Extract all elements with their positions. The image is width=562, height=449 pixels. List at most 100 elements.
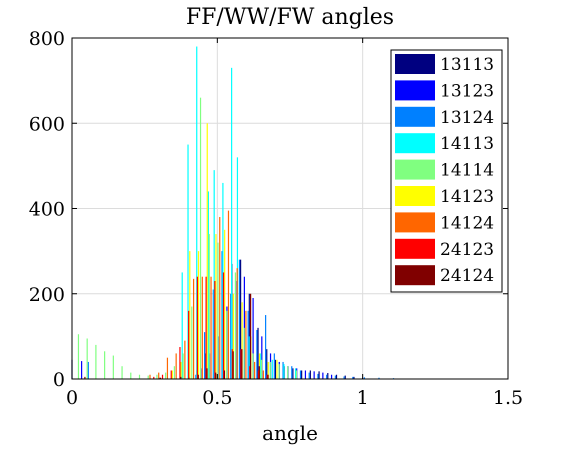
histogram-bar-14114 xyxy=(226,310,228,379)
histogram-bar-14124 xyxy=(227,210,230,379)
histogram-bar-14114 xyxy=(121,366,123,379)
histogram-bar-14114 xyxy=(243,327,245,379)
histogram-bar-13124 xyxy=(230,293,232,379)
histogram-bar-14113 xyxy=(231,67,233,380)
histogram-bar-14114 xyxy=(278,364,280,379)
histogram-bar-24124 xyxy=(258,366,260,379)
histogram-bar-24123 xyxy=(170,370,172,379)
histogram-bar-24124 xyxy=(249,293,252,379)
histogram-bar-24123 xyxy=(240,349,242,379)
legend-swatch xyxy=(395,54,435,74)
histogram-bar-14114 xyxy=(252,353,254,379)
histogram-bar-14114 xyxy=(199,97,202,380)
histogram-bar-14123 xyxy=(276,359,278,379)
histogram-bar-13124 xyxy=(212,289,214,379)
histogram-bar-14123 xyxy=(180,361,182,379)
histogram-bar-14124 xyxy=(192,278,195,379)
histogram-bar-24123 xyxy=(153,376,155,379)
legend-swatch xyxy=(395,133,435,154)
histogram-bar-13113 xyxy=(257,327,259,379)
histogram-bar-14113 xyxy=(271,359,273,379)
histogram-bar-14113 xyxy=(196,46,198,380)
histogram-bar-14124 xyxy=(245,310,247,379)
histogram-bar-14114 xyxy=(182,353,184,379)
histogram-bar-24124 xyxy=(223,370,226,379)
histogram-bar-14114 xyxy=(95,344,97,379)
x-tick-label: 1 xyxy=(357,387,369,409)
histogram-bar-13113 xyxy=(309,370,311,379)
histogram-bar-14113 xyxy=(187,144,189,379)
histogram-bar-13113 xyxy=(335,374,338,379)
chart-legend: 13113 13123 13124 14113 14114 14123 14124 24123… xyxy=(390,49,503,293)
histogram-bar-13124 xyxy=(247,310,249,379)
legend-swatch xyxy=(395,238,435,259)
histogram-bar-14114 xyxy=(234,272,237,379)
histogram-bar-24123 xyxy=(196,276,198,379)
y-tick-label: 800 xyxy=(29,28,65,50)
histogram-bar-14123 xyxy=(241,302,243,379)
histogram-bar-14114 xyxy=(191,306,193,379)
histogram-bar-14114 xyxy=(217,242,219,379)
histogram-bar-24123 xyxy=(161,374,164,379)
histogram-bar-13123 xyxy=(304,370,307,379)
histogram-bar-14114 xyxy=(287,366,289,379)
histogram-bar-13124 xyxy=(282,361,284,379)
histogram-bar-13123 xyxy=(261,336,263,379)
histogram-bar-24124 xyxy=(84,376,86,379)
legend-label: 24124 xyxy=(440,266,494,286)
histogram-bar-24123 xyxy=(266,374,268,379)
histogram-bar-24124 xyxy=(159,377,162,379)
histogram-bar-13113 xyxy=(239,259,242,379)
legend-label: 13123 xyxy=(440,81,494,101)
histogram-bar-14123 xyxy=(189,251,191,379)
histogram-bar-14124 xyxy=(149,374,151,379)
histogram-bar-14114 xyxy=(130,372,132,379)
histogram-bar-14124 xyxy=(201,276,203,379)
histogram-bar-14123 xyxy=(171,370,173,379)
histogram-bar-14123 xyxy=(267,361,269,379)
histogram-bar-24123 xyxy=(179,347,181,379)
histogram-bar-14113 xyxy=(181,272,183,379)
histogram-bar-13124 xyxy=(343,376,345,379)
histogram-bar-14123 xyxy=(206,123,208,379)
histogram-bar-13124 xyxy=(203,332,206,379)
legend-swatch xyxy=(395,159,435,180)
histogram-bar-14114 xyxy=(138,374,141,379)
legend-label: 13124 xyxy=(440,108,494,128)
histogram-bar-13123 xyxy=(252,298,254,379)
histogram-bar-14114 xyxy=(269,361,271,379)
histogram-bar-13113 xyxy=(301,370,303,379)
histogram-bar-24124 xyxy=(206,368,208,379)
legend-label: 14124 xyxy=(440,213,494,233)
histogram-bar-24124 xyxy=(232,351,234,379)
legend-label: 13113 xyxy=(440,55,494,75)
legend-label: 14114 xyxy=(440,161,494,181)
histogram-bar-14113 xyxy=(283,364,285,379)
histogram-bar-14123 xyxy=(215,234,217,379)
legend-swatch xyxy=(395,80,435,101)
y-tick-label: 0 xyxy=(53,369,65,391)
histogram-bar-13113 xyxy=(327,373,329,379)
histogram-bar-14113 xyxy=(222,182,224,379)
histogram-bar-13124 xyxy=(378,377,380,379)
histogram-bar-13124 xyxy=(352,376,354,379)
histogram-bar-14114 xyxy=(147,375,149,379)
histogram-bar-14114 xyxy=(156,374,158,379)
histogram-bars xyxy=(71,46,409,380)
histogram-bar-14124 xyxy=(219,217,221,379)
histogram-bar-14124 xyxy=(175,353,177,379)
histogram-bar-13124 xyxy=(317,373,319,379)
y-axis-ticks: 0 200 400 600 800 xyxy=(29,28,508,391)
histogram-bar-14113 xyxy=(213,170,215,379)
histogram-bar-13124 xyxy=(308,372,310,379)
histogram-bar-14114 xyxy=(295,370,298,379)
histogram-bar-14123 xyxy=(232,293,235,379)
histogram-bar-24124 xyxy=(215,372,217,379)
histogram-bar-14124 xyxy=(184,340,186,379)
histogram-bar-14114 xyxy=(260,359,263,379)
legend-swatch xyxy=(395,212,435,233)
histogram-bar-14124 xyxy=(210,276,212,379)
histogram-bar-13123 xyxy=(81,361,83,379)
histogram-bar-14114 xyxy=(104,351,106,379)
